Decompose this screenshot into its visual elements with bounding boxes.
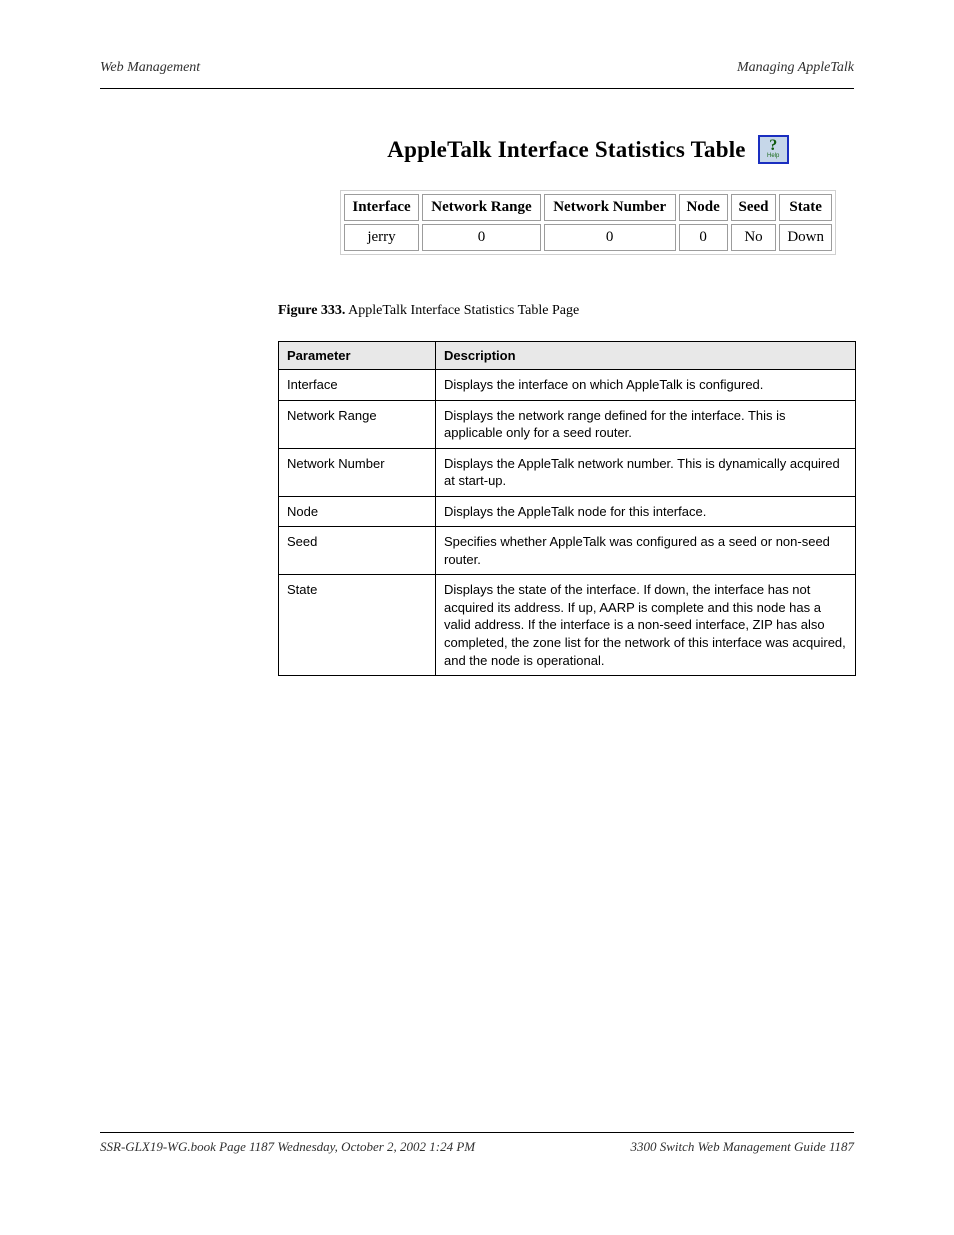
col-node: Node (679, 194, 728, 221)
col-seed: Seed (731, 194, 777, 221)
cell-interface: jerry (344, 224, 419, 251)
help-icon-symbol: ? (769, 140, 777, 152)
col-network-number: Network Number (544, 194, 676, 221)
col-state: State (779, 194, 832, 221)
desc-row: Network Range Displays the network range… (279, 400, 856, 448)
desc-text: Displays the AppleTalk network number. T… (436, 448, 856, 496)
page: Web Management Managing AppleTalk AppleT… (0, 0, 954, 1235)
help-icon[interactable]: ? Help (758, 135, 789, 164)
desc-row: Node Displays the AppleTalk node for thi… (279, 496, 856, 527)
desc-param: Interface (279, 370, 436, 401)
figure-title-row: AppleTalk Interface Statistics Table ? H… (340, 135, 836, 164)
desc-param: Network Number (279, 448, 436, 496)
desc-row: State Displays the state of the interfac… (279, 575, 856, 676)
figure-caption-label: Figure 333. (278, 303, 345, 318)
desc-text: Displays the network range defined for t… (436, 400, 856, 448)
table-row: jerry 0 0 0 No Down (344, 224, 832, 251)
desc-param: State (279, 575, 436, 676)
desc-param: Seed (279, 527, 436, 575)
cell-node: 0 (679, 224, 728, 251)
footer-right-text: 3300 Switch Web Management Guide 1187 (631, 1139, 855, 1155)
header-left-text: Web Management (100, 60, 200, 76)
desc-param: Network Range (279, 400, 436, 448)
cell-seed: No (731, 224, 777, 251)
stats-table: Interface Network Range Network Number N… (340, 190, 836, 255)
col-network-range: Network Range (422, 194, 541, 221)
cell-state: Down (779, 224, 832, 251)
figure-caption: Figure 333. AppleTalk Interface Statisti… (278, 303, 854, 319)
parameter-description-table: Parameter Description Interface Displays… (278, 341, 856, 676)
figure-title: AppleTalk Interface Statistics Table (387, 137, 745, 163)
desc-row: Interface Displays the interface on whic… (279, 370, 856, 401)
cell-network-range: 0 (422, 224, 541, 251)
desc-text: Displays the state of the interface. If … (436, 575, 856, 676)
header-right-text: Managing AppleTalk (737, 60, 854, 76)
desc-text: Displays the interface on which AppleTal… (436, 370, 856, 401)
cell-network-number: 0 (544, 224, 676, 251)
desc-row: Seed Specifies whether AppleTalk was con… (279, 527, 856, 575)
figure-block: AppleTalk Interface Statistics Table ? H… (340, 135, 836, 255)
desc-row: Network Number Displays the AppleTalk ne… (279, 448, 856, 496)
col-interface: Interface (344, 194, 419, 221)
desc-header-row: Parameter Description (279, 342, 856, 370)
help-icon-label: Help (767, 153, 779, 159)
desc-header-desc: Description (436, 342, 856, 370)
desc-param: Node (279, 496, 436, 527)
figure-caption-text: AppleTalk Interface Statistics Table Pag… (348, 303, 579, 318)
footer-left-text: SSR-GLX19-WG.book Page 1187 Wednesday, O… (100, 1139, 475, 1154)
page-header: Web Management Managing AppleTalk (100, 56, 854, 89)
table-header-row: Interface Network Range Network Number N… (344, 194, 832, 221)
desc-header-param: Parameter (279, 342, 436, 370)
desc-text: Displays the AppleTalk node for this int… (436, 496, 856, 527)
page-footer: SSR-GLX19-WG.book Page 1187 Wednesday, O… (100, 1132, 854, 1155)
desc-text: Specifies whether AppleTalk was configur… (436, 527, 856, 575)
